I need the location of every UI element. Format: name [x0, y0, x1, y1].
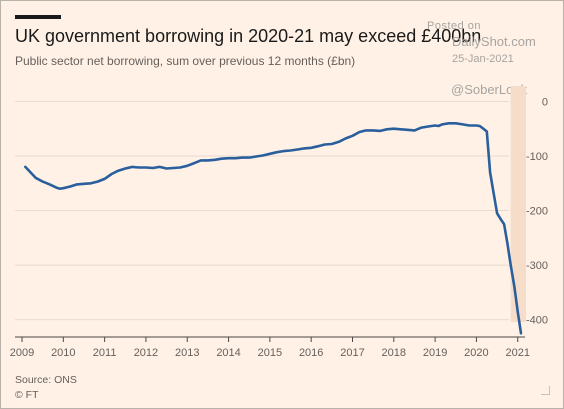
y-axis: 0 -100 -200 -300 -400 [526, 96, 548, 326]
x-tick-label: 2012 [134, 347, 158, 359]
x-tick-label: 2017 [340, 347, 364, 359]
forecast-highlight-band [510, 86, 526, 322]
y-tick-label: 0 [542, 96, 548, 108]
series-layer [23, 122, 523, 335]
publisher-note: © FT [15, 389, 39, 401]
y-tick-label: -300 [526, 260, 548, 272]
watermark-site: DailyShot.com [452, 34, 536, 49]
x-tick-label: 2016 [299, 347, 323, 359]
x-tick-label: 2011 [93, 347, 117, 359]
series-line-borrowing [23, 122, 523, 335]
highlight-layer [510, 86, 526, 322]
x-tick-label: 2010 [51, 347, 75, 359]
x-tick-label: 2014 [216, 347, 240, 359]
y-tick-label: -400 [526, 315, 548, 327]
chart-subtitle: Public sector net borrowing, sum over pr… [15, 54, 356, 68]
grid-layer [15, 100, 509, 321]
x-tick-label: 2013 [175, 347, 199, 359]
x-tick-label: 2009 [10, 347, 34, 359]
watermark-date: 25-Jan-2021 [452, 53, 514, 65]
x-tick-label: 2018 [382, 347, 406, 359]
resize-handle-icon [541, 386, 550, 395]
x-tick-label: 2021 [505, 347, 529, 359]
source-note: Source: ONS [15, 374, 77, 386]
chart-title: UK government borrowing in 2020-21 may e… [15, 26, 482, 46]
watermark-posted: Posted on [427, 20, 482, 32]
watermark-handle: @SoberLook [451, 82, 528, 97]
y-tick-label: -200 [526, 206, 548, 218]
y-tick-label: -100 [526, 151, 548, 163]
x-tick-label: 2019 [423, 347, 447, 359]
x-tick-label: 2015 [258, 347, 282, 359]
header-accent-bar [15, 15, 61, 19]
x-axis: 2009 2010 2011 2012 2013 2014 2015 2016 2017 2018… [10, 336, 530, 359]
x-tick-label: 2020 [464, 347, 488, 359]
